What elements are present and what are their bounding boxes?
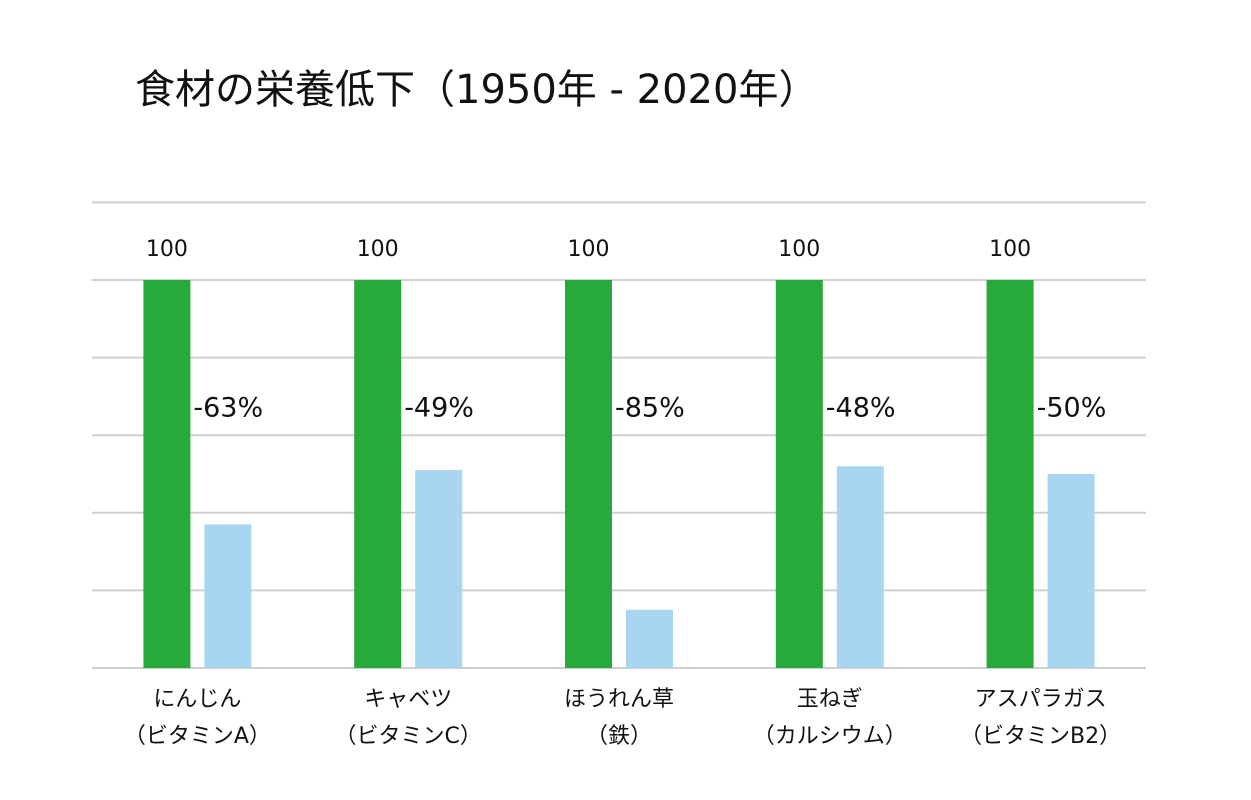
bar <box>565 280 612 668</box>
bar <box>836 466 884 668</box>
x-tick-label: （鉄） <box>586 724 652 749</box>
x-tick-label: （ビタミンB2） <box>960 724 1121 749</box>
x-tick-label: ほうれん草 <box>564 687 674 712</box>
bar <box>775 280 823 668</box>
x-tick-label: （ビタミンA） <box>124 724 271 749</box>
data-label: 100 <box>989 237 1031 262</box>
data-label: 100 <box>568 237 610 262</box>
x-tick-label: アスパラガス <box>975 687 1107 712</box>
bar <box>986 280 1034 668</box>
annotation: -85% <box>615 393 685 424</box>
x-tick-label: にんじん <box>153 687 241 712</box>
bar <box>1047 474 1095 668</box>
data-label: 100 <box>778 237 820 262</box>
annotation: -48% <box>826 393 896 424</box>
bar <box>626 609 673 668</box>
bar <box>354 280 402 668</box>
bar <box>415 470 463 668</box>
chart-title: 食材の栄養低下（1950年 - 2020年） <box>135 67 818 113</box>
data-label: 100 <box>357 237 399 262</box>
x-tick-label: 玉ねぎ <box>797 687 863 712</box>
bar <box>143 280 191 668</box>
bar <box>204 524 252 668</box>
x-tick-label: （カルシウム） <box>753 724 907 749</box>
annotation: -49% <box>404 393 474 424</box>
x-tick-label: キャベツ <box>364 687 452 712</box>
annotation: -50% <box>1037 393 1107 424</box>
x-tick-label: （ビタミンC） <box>335 724 482 749</box>
data-label: 100 <box>146 237 188 262</box>
annotation: -63% <box>193 393 263 424</box>
